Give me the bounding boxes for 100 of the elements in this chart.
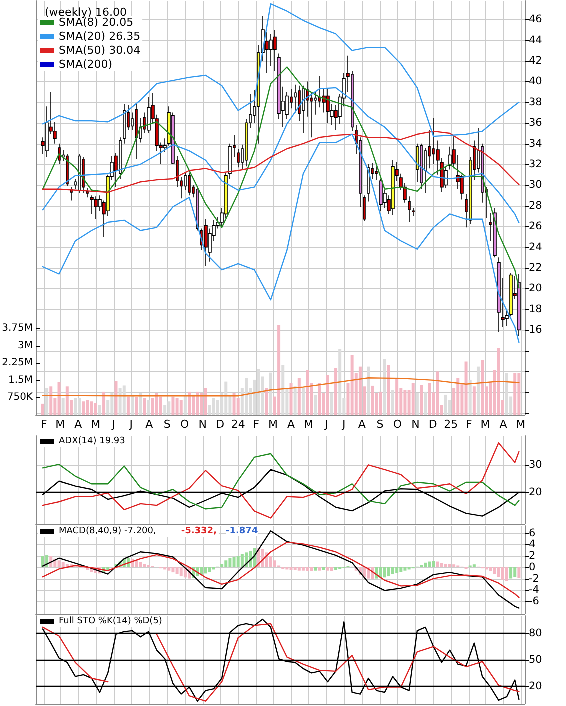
bar (489, 567, 492, 572)
y-tick-label: 24 (529, 241, 543, 254)
bar (476, 366, 480, 415)
bar (204, 388, 208, 415)
y2-tick-label: 1.5M (8, 374, 33, 386)
bar (131, 394, 134, 415)
y-tick-label: 36 (529, 117, 543, 130)
candlestick (147, 96, 151, 134)
bar (306, 567, 310, 572)
x-tick-label: 24 (231, 418, 246, 431)
bar (456, 378, 460, 415)
bar (306, 370, 310, 415)
candlestick (273, 30, 277, 72)
bar (208, 567, 212, 572)
bar (78, 398, 82, 415)
candlestick (94, 196, 98, 220)
y-tick-label: 16 (529, 324, 543, 336)
bar (232, 393, 236, 415)
x-tick-label: S (376, 418, 384, 431)
legend-label: MACD(8,40,9) -7.200, (59, 526, 156, 536)
bar (428, 383, 432, 415)
bar (62, 562, 65, 568)
bar (302, 567, 305, 571)
y-tick-label: 44 (529, 34, 543, 46)
bar (392, 390, 395, 415)
bar (168, 402, 171, 415)
bar (184, 394, 187, 415)
bar (396, 567, 399, 574)
bar (172, 396, 175, 415)
bar (310, 567, 314, 572)
y-tick-label: 20 (529, 282, 542, 295)
x-tick-label: J (128, 418, 133, 431)
candlestick (188, 172, 191, 196)
y-tick-label: 40 (529, 76, 542, 88)
bar (432, 561, 436, 568)
y-tick-label: 22 (529, 262, 542, 274)
x-tick-label: J (324, 418, 328, 431)
bar (424, 392, 428, 415)
bar (74, 398, 78, 415)
y-tick-label: 30 (529, 179, 542, 192)
candlestick (123, 104, 126, 144)
x-tick-label: A (74, 418, 83, 431)
y-tick-label: 42 (529, 55, 542, 68)
y-tick-label: -4 (529, 584, 540, 596)
x-tick-label: O (393, 418, 402, 431)
bar (472, 386, 476, 415)
candlestick (412, 208, 415, 217)
y-tick-label: 28 (529, 200, 542, 212)
y-tick-label: 6 (529, 527, 536, 540)
y2-tick-label: 2.25M (2, 358, 33, 369)
candlestick (326, 88, 330, 124)
bar (160, 396, 163, 415)
bar (298, 378, 301, 415)
bar (294, 567, 297, 570)
bar (58, 382, 61, 415)
candlestick (86, 188, 89, 198)
bar (290, 383, 293, 415)
candlestick (78, 154, 81, 194)
bar (86, 400, 90, 415)
bar (102, 392, 106, 415)
bar (493, 567, 496, 574)
bar (383, 567, 386, 578)
bar (224, 382, 228, 415)
bar (265, 552, 268, 568)
text: (weekly) 16.00 (45, 6, 128, 19)
bar (176, 567, 179, 574)
line-series (42, 542, 520, 598)
bar (404, 567, 407, 571)
bar (269, 372, 272, 415)
line-series (42, 453, 520, 510)
bar (314, 567, 318, 571)
bar (41, 404, 44, 415)
bar (176, 398, 179, 415)
bar (244, 378, 248, 415)
y-tick-label: -6 (529, 596, 540, 608)
bar (204, 567, 208, 574)
y-tick-label: 4 (529, 538, 536, 551)
x-tick-label: M (516, 418, 526, 431)
bar (139, 393, 142, 415)
bar (383, 359, 386, 415)
bar (188, 392, 192, 415)
bar (139, 562, 142, 568)
bar (290, 567, 293, 570)
bar (82, 402, 86, 415)
bar (428, 562, 432, 568)
bar (436, 562, 440, 568)
bar (330, 393, 334, 415)
bar (126, 396, 130, 415)
x-tick-label: D (216, 418, 225, 431)
x-tick-label: F (466, 418, 472, 431)
x-tick-label: S (164, 418, 171, 431)
bar (412, 383, 415, 415)
x-tick-label: A (287, 418, 296, 431)
x-tick-label: N (412, 418, 420, 431)
y-tick-label: 2 (529, 550, 536, 562)
x-tick-label: O (180, 418, 190, 431)
bar (448, 564, 452, 568)
bar (228, 558, 232, 568)
candlestick (363, 195, 366, 222)
bar (334, 368, 338, 415)
